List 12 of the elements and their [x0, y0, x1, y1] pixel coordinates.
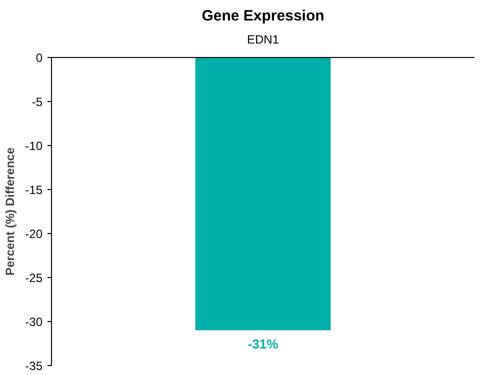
y-tick-label: -30 — [25, 315, 43, 329]
y-tick-label: -15 — [25, 183, 43, 197]
data-label: -31% — [248, 336, 279, 352]
y-tick-label: -20 — [25, 227, 43, 241]
y-tick-label: -10 — [25, 139, 43, 153]
y-axis-title: Percent (%) Difference — [3, 147, 18, 276]
y-tick-label: -25 — [25, 271, 43, 285]
y-tick-label: -35 — [25, 359, 43, 373]
y-tick-label: 0 — [36, 51, 43, 65]
x-tick-label: EDN1 — [246, 32, 280, 46]
y-tick-label: -5 — [32, 95, 43, 109]
chart-title: Gene Expression — [202, 8, 324, 24]
